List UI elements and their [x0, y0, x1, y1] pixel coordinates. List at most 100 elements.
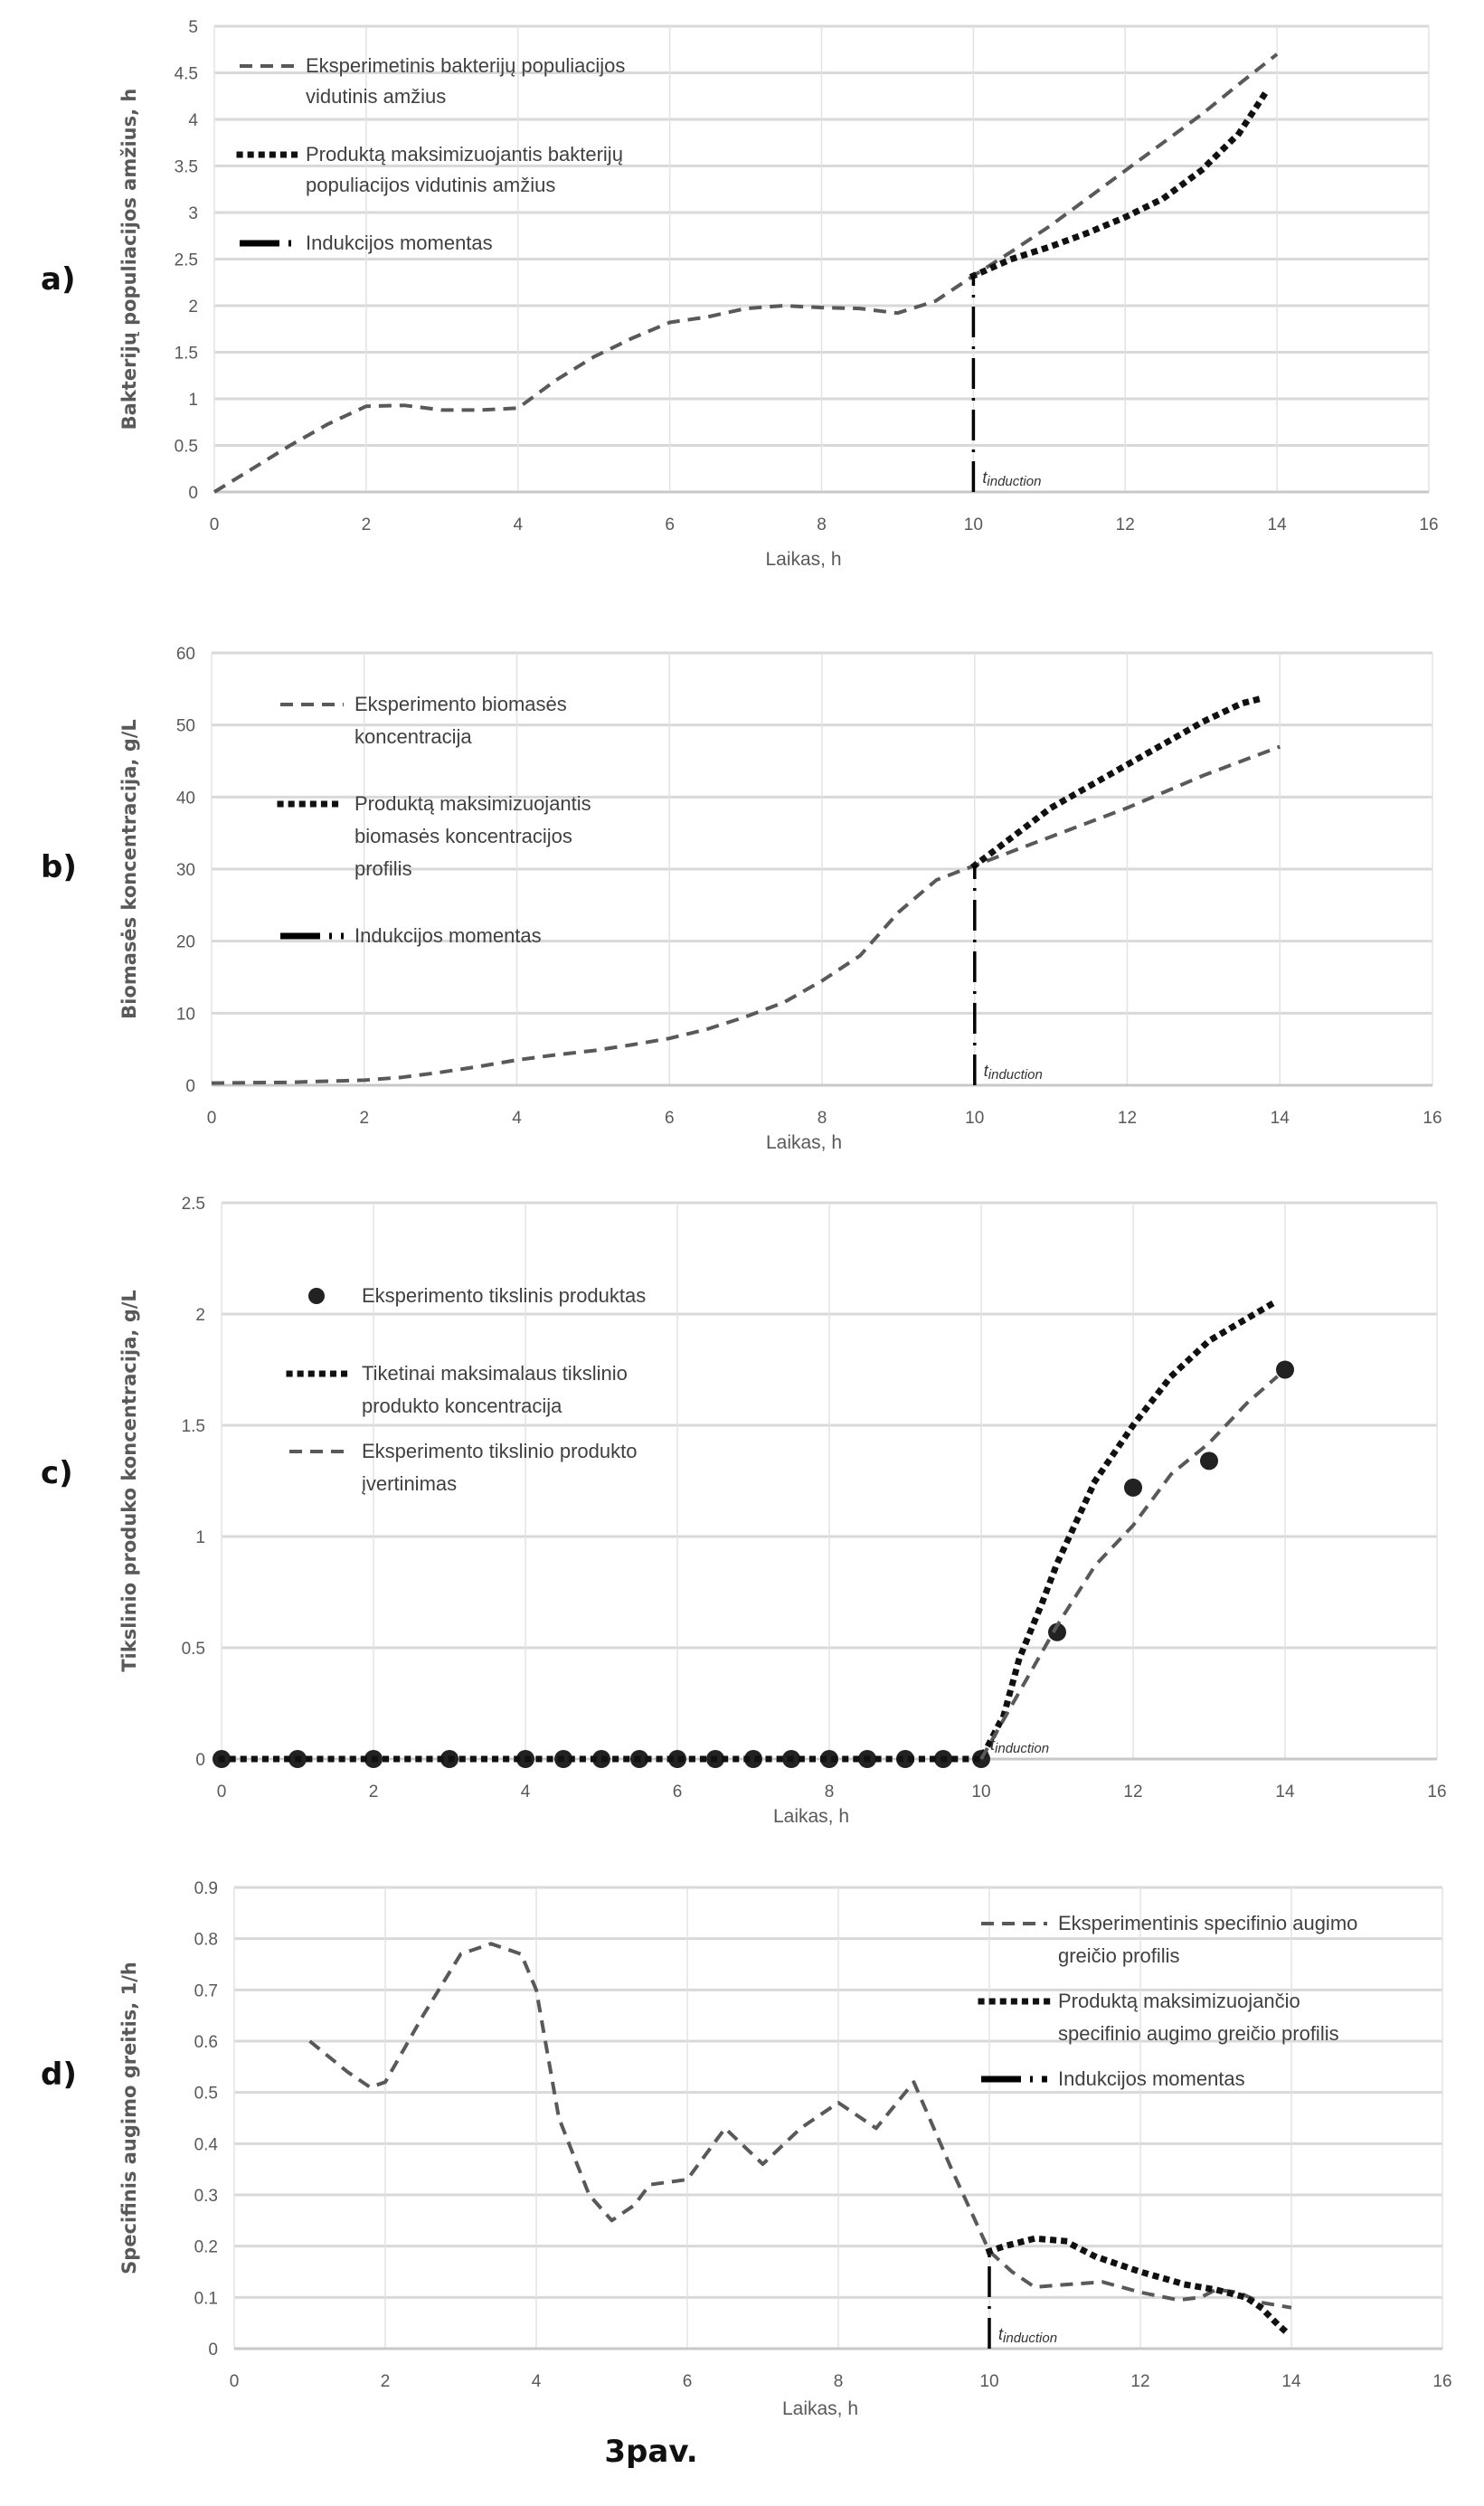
y-tick-label: 50 [176, 717, 195, 736]
x-tick-label: 4 [532, 2372, 542, 2391]
legend-label: Indukcijos momentas [354, 924, 542, 947]
legend-item: Eksperimetinis bakterijų populiacijos vid… [240, 54, 625, 108]
y-tick-label: 10 [176, 1005, 195, 1024]
legend-label: vidutinis amžius [306, 85, 446, 108]
x-axis-label: Laikas, h [782, 2398, 858, 2419]
y-tick-label: 1.5 [175, 345, 198, 364]
legend-item: Produktą maksimizuojančio specifinio augi… [978, 1990, 1339, 2045]
legend-label: produkto koncentracija [362, 1395, 562, 1417]
x-tick-label: 10 [964, 515, 983, 534]
x-tick-label: 14 [1271, 1109, 1290, 1128]
legend-label: įvertinimas [362, 1472, 457, 1495]
x-tick-label: 16 [1423, 1109, 1441, 1128]
x-tick-label: 12 [1123, 1783, 1142, 1801]
series-line [211, 744, 1281, 1085]
chart-panel-2: b) 0 10 20 30 40 50 60 0 2 4 6 8 10 12 14 16 Laikas, h Bio… [41, 645, 1442, 1153]
x-tick-label: 8 [825, 1783, 835, 1801]
y-tick-label: 0.7 [194, 1981, 218, 2000]
series-line [979, 1375, 1279, 1760]
y-axis-label: Bakterijų populiacijos amžius, h [118, 89, 140, 430]
legend-label: Produktą maksimizuojančio [1058, 1990, 1300, 2012]
data-point [668, 1750, 686, 1768]
y-tick-label: 5 [188, 18, 198, 37]
series-line [213, 52, 1279, 494]
y-tick-label: 0.4 [194, 2135, 219, 2154]
y-tick-label: 0.2 [194, 2238, 218, 2257]
series-line [969, 694, 1269, 870]
legend: Eksperimentinis specifinio augimo greičio… [978, 1912, 1357, 2090]
data-point [1048, 1622, 1066, 1641]
x-tick-label: 4 [521, 1783, 531, 1801]
legend-label: Indukcijos momentas [306, 232, 493, 254]
legend-label: Produktą maksimizuojantis [354, 792, 591, 815]
legend-marker-icon [308, 1288, 325, 1304]
x-tick-label: 14 [1281, 2372, 1301, 2391]
panel-label: b) [41, 849, 77, 885]
data-point [744, 1750, 762, 1768]
induction-label: tinduction [998, 2325, 1057, 2346]
legend-label: biomasės koncentracijos [354, 825, 572, 847]
y-tick-label: 0.3 [194, 2187, 218, 2206]
x-tick-label: 10 [971, 1783, 990, 1801]
y-tick-label: 2.5 [175, 251, 198, 270]
data-point [1276, 1360, 1294, 1379]
panel-label: a) [41, 261, 75, 298]
x-tick-label: 0 [230, 2372, 240, 2391]
legend-item: Eksperimento tikslinis produktas [308, 1284, 646, 1307]
y-tick-label: 0.5 [194, 2085, 218, 2104]
y-tick-label: 0.1 [194, 2289, 218, 2308]
series-line [969, 82, 1274, 280]
y-tick-label: 20 [176, 933, 195, 952]
x-tick-label: 12 [1130, 2372, 1149, 2391]
x-tick-label: 0 [210, 515, 220, 534]
legend-label: profilis [354, 857, 412, 880]
induction-label: tinduction [982, 468, 1041, 489]
legend-label: Eksperimetinis bakterijų populiacijos [306, 54, 625, 77]
legend-item: Indukcijos momentas [280, 924, 542, 947]
legend-item: Indukcijos momentas [981, 2067, 1245, 2090]
legend-item: Eksperimento biomasės koncentracija [280, 693, 567, 748]
y-tick-label: 0.6 [194, 2033, 218, 2052]
x-tick-label: 12 [1116, 515, 1135, 534]
x-tick-label: 6 [673, 1783, 683, 1801]
y-tick-label: 30 [176, 861, 195, 880]
y-tick-label: 3.5 [175, 158, 198, 177]
y-tick-label: 4.5 [175, 65, 198, 84]
legend-label: greičio profilis [1058, 1944, 1180, 1967]
data-point [896, 1750, 914, 1768]
y-tick-label: 0.5 [182, 1640, 205, 1659]
y-tick-label: 2 [195, 1306, 205, 1325]
legend-label: Produktą maksimizuojantis bakterijų [306, 143, 623, 165]
x-tick-label: 0 [207, 1109, 217, 1128]
y-tick-label: 0 [188, 484, 198, 503]
x-tick-label: 14 [1275, 1783, 1295, 1801]
x-tick-label: 10 [965, 1109, 984, 1128]
x-tick-label: 6 [665, 515, 675, 534]
legend-item: Produktą maksimizuojantis bakterijų popul… [236, 143, 623, 196]
induction-label: tinduction [990, 1735, 1049, 1756]
x-tick-label: 10 [979, 2372, 998, 2391]
legend: Eksperimento tikslinis produktas Tiketina… [286, 1284, 646, 1495]
x-tick-label: 4 [512, 1109, 522, 1128]
y-tick-label: 1 [188, 391, 198, 410]
legend-item: Eksperimento tikslinio produkto įvertinim… [289, 1440, 637, 1495]
chart-panel-3: c) 0 0.5 1 1.5 2 2.5 0 2 4 6 8 10 12 14 16 Laikas, h Tiks… [41, 1195, 1447, 1827]
figure-caption: 3pav. [604, 2434, 697, 2470]
y-tick-label: 2.5 [182, 1195, 205, 1214]
y-tick-label: 0 [208, 2341, 218, 2359]
x-tick-label: 6 [683, 2372, 693, 2391]
y-tick-label: 1.5 [182, 1417, 205, 1436]
y-tick-label: 60 [176, 645, 195, 664]
x-tick-label: 2 [369, 1783, 379, 1801]
legend-label: specifinio augimo greičio profilis [1058, 2022, 1339, 2045]
panel-label: d) [41, 2057, 77, 2093]
x-tick-label: 2 [362, 515, 372, 534]
y-tick-label: 3 [188, 204, 198, 223]
chart-panel-1: a) 0 0.5 1 1.5 2 2.5 3 3.5 4 4.5 5 0 2 4 6 8 10 12 14 16 Laik… [41, 18, 1439, 570]
legend-item: Produktą maksimizuojantis biomasės koncen… [277, 792, 591, 880]
y-tick-label: 0.5 [175, 438, 198, 457]
legend-item: Indukcijos momentas [240, 232, 493, 254]
series-line [985, 2235, 1292, 2338]
y-tick-label: 40 [176, 789, 195, 808]
data-point [1124, 1478, 1142, 1497]
